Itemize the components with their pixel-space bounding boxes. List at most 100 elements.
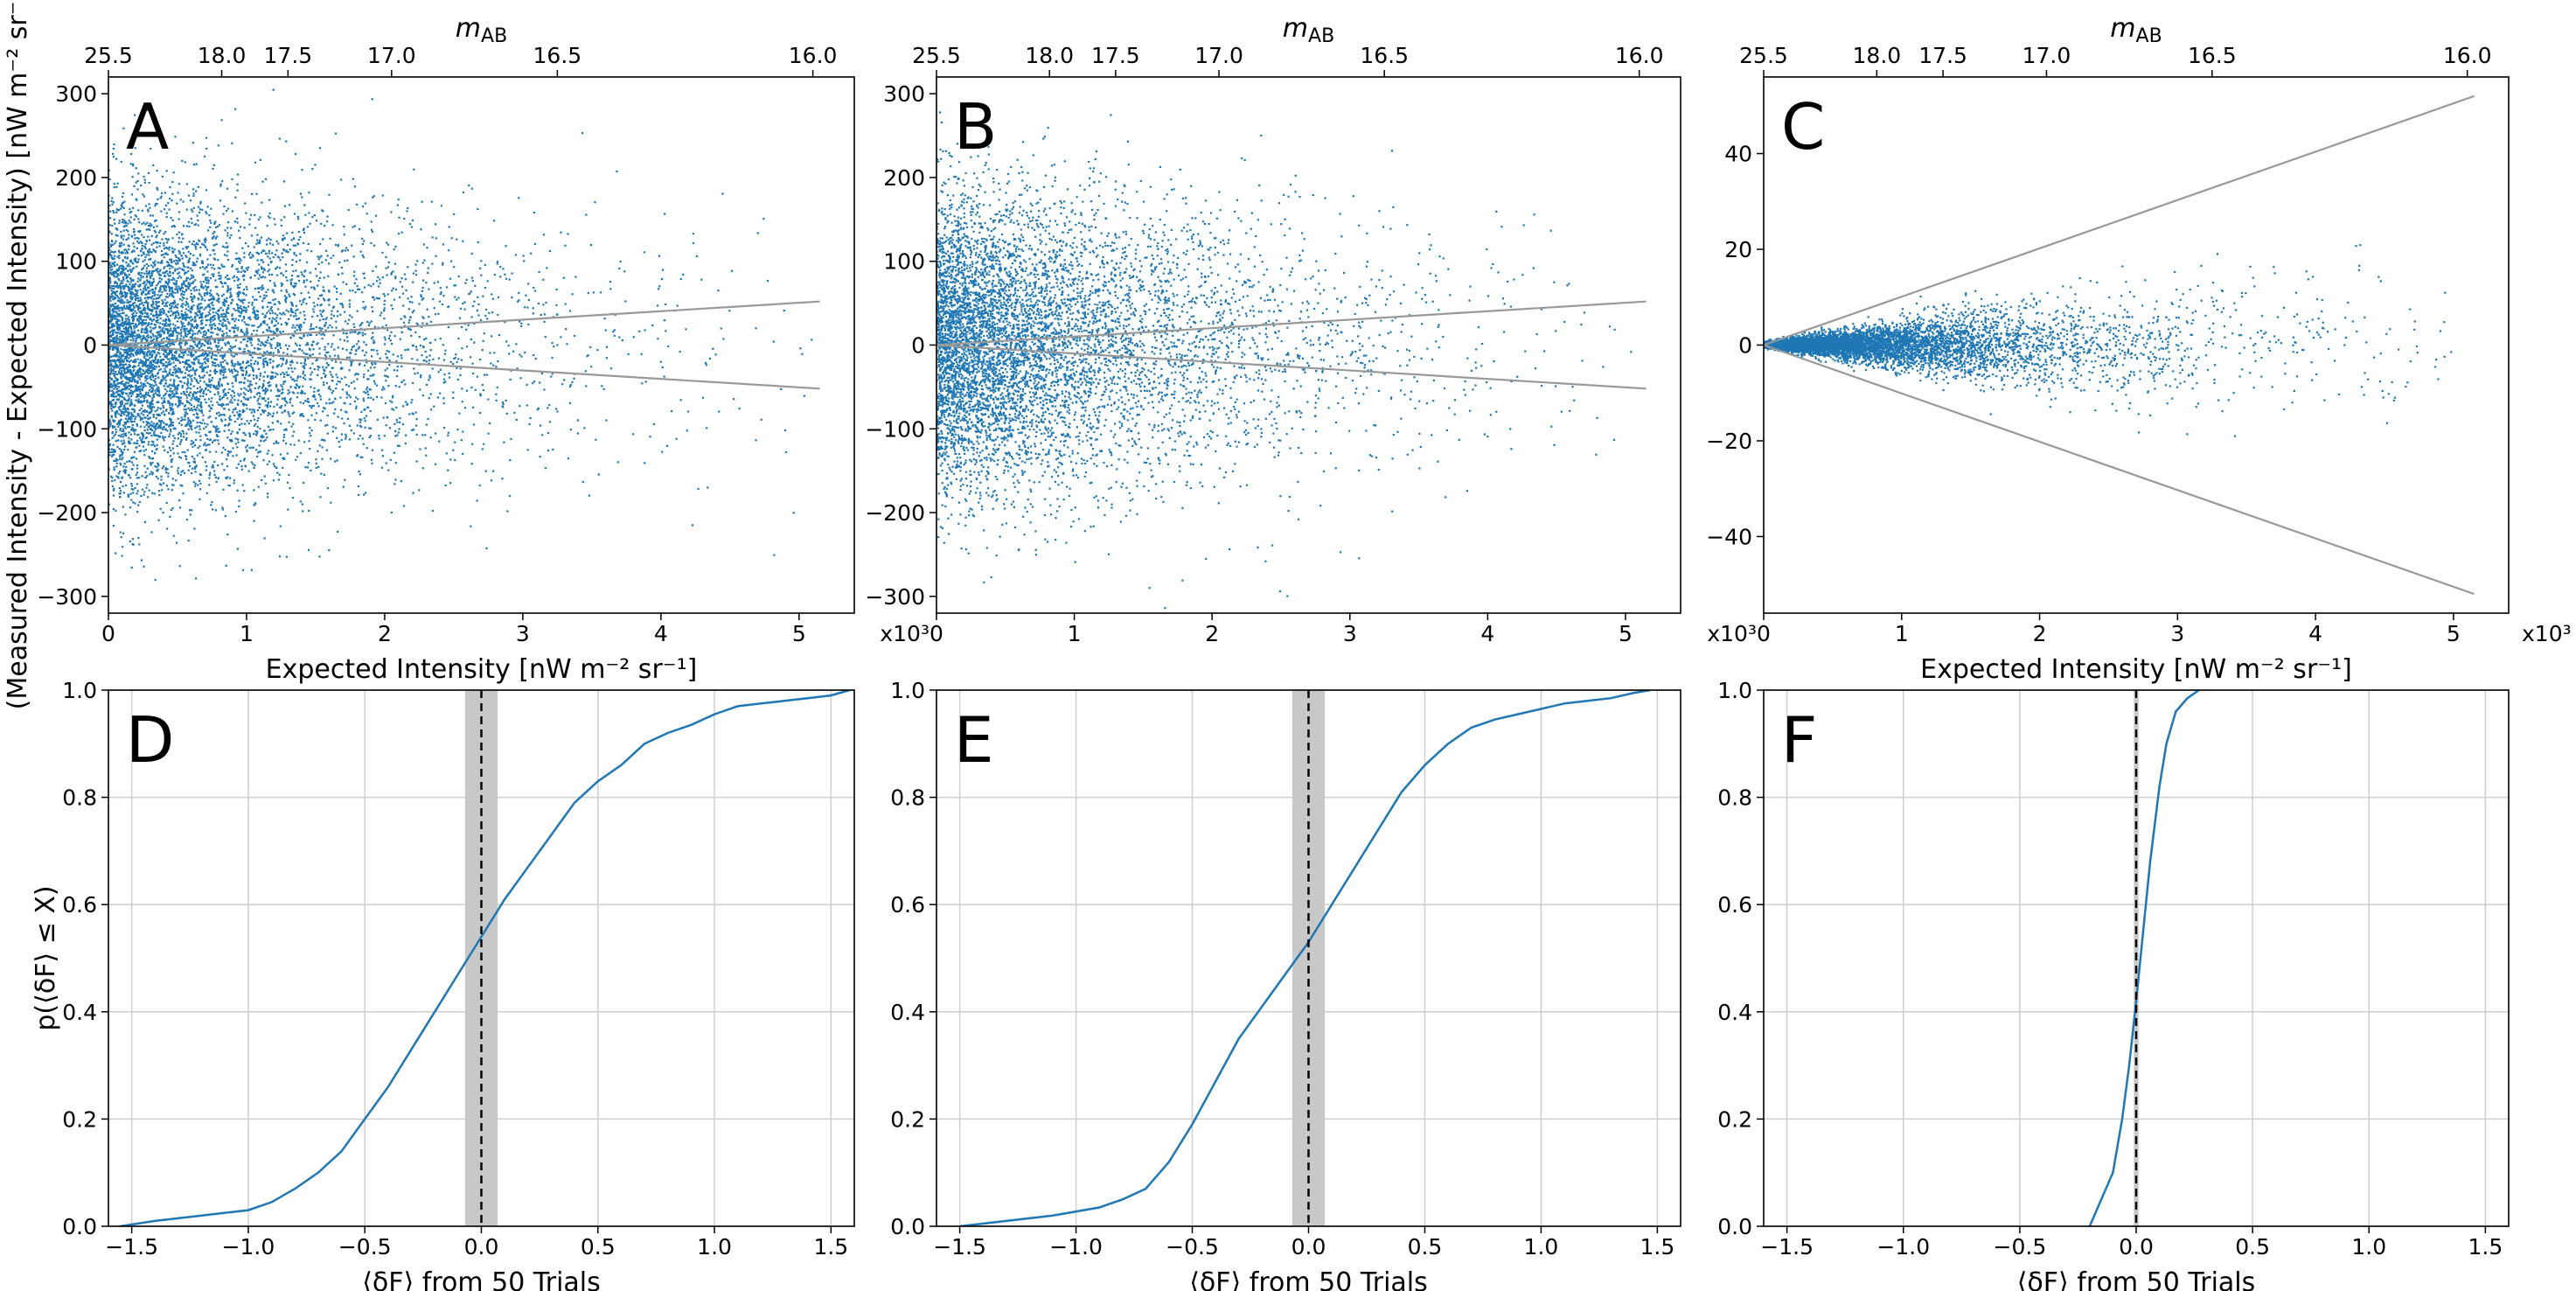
scatter-point — [302, 401, 305, 405]
scatter-point — [123, 411, 126, 414]
scatter-point — [196, 454, 198, 457]
scatter-point — [366, 213, 368, 215]
scatter-point — [331, 313, 333, 316]
scatter-point — [254, 316, 257, 318]
scatter-point — [213, 231, 216, 234]
scatter-point — [246, 450, 248, 453]
scatter-point — [222, 391, 225, 394]
scatter-point — [110, 386, 114, 388]
scatter-point — [156, 466, 158, 469]
scatter-point — [108, 178, 111, 181]
scatter-point — [177, 395, 179, 399]
scatter-point — [130, 211, 133, 213]
scatter-point — [243, 347, 246, 351]
scatter-point — [130, 417, 133, 420]
scatter-point — [168, 373, 171, 375]
scatter-point — [258, 253, 261, 255]
scatter-point — [372, 283, 375, 285]
scatter-point — [605, 345, 609, 348]
scatter-point — [372, 380, 376, 382]
scatter-point — [205, 239, 207, 241]
scatter-point — [324, 408, 326, 410]
scatter-point — [137, 329, 140, 331]
scatter-point — [326, 215, 329, 218]
scatter-point — [366, 386, 369, 388]
scatter-point — [206, 314, 209, 317]
scatter-point — [553, 345, 555, 348]
scatter-point — [153, 294, 156, 297]
scatter-point — [421, 394, 424, 397]
scatter-point — [460, 325, 463, 329]
scatter-point — [140, 417, 143, 420]
scatter-point — [118, 434, 121, 437]
scatter-point — [287, 508, 289, 511]
scatter-point — [187, 407, 190, 409]
scatter-point — [188, 509, 191, 512]
scatter-point — [187, 283, 190, 285]
scatter-point — [186, 381, 190, 384]
scatter-point — [183, 393, 186, 395]
scatter-point — [125, 283, 128, 286]
scatter-point — [226, 397, 229, 400]
scatter-point — [115, 311, 118, 313]
scatter-point — [452, 449, 455, 451]
scatter-point — [215, 450, 218, 453]
scatter-point — [349, 396, 352, 399]
scatter-point — [178, 183, 181, 185]
scatter-point — [143, 253, 145, 255]
scatter-point — [239, 290, 241, 294]
scatter-point — [130, 331, 133, 334]
scatter-point — [396, 204, 399, 206]
scatter-point — [111, 477, 114, 479]
scatter-point — [265, 387, 268, 390]
scatter-point — [257, 219, 260, 221]
scatter-point — [164, 397, 166, 400]
scatter-point — [123, 301, 126, 304]
scatter-point — [264, 276, 267, 279]
scatter-point — [109, 217, 112, 220]
scatter-point — [222, 446, 225, 449]
scatter-point — [219, 306, 222, 309]
scatter-point — [242, 289, 246, 291]
scatter-point — [149, 473, 151, 476]
scatter-point — [171, 266, 174, 269]
scatter-point — [289, 279, 292, 282]
scatter-point — [285, 371, 288, 373]
scatter-point — [191, 338, 194, 340]
scatter-point — [432, 358, 435, 360]
scatter-point — [142, 360, 144, 363]
scatter-point — [122, 311, 125, 314]
scatter-point — [232, 355, 234, 358]
scatter-point — [184, 376, 187, 379]
scatter-point — [178, 251, 181, 254]
scatter-point — [436, 281, 439, 283]
scatter-point — [193, 297, 196, 299]
scatter-point — [113, 339, 115, 342]
scatter-point — [122, 396, 124, 399]
scatter-point — [194, 482, 197, 485]
scatter-point — [150, 410, 153, 413]
scatter-point — [322, 210, 324, 213]
scatter-point — [343, 226, 345, 228]
scatter-point — [369, 427, 372, 429]
scatter-point — [267, 401, 270, 404]
scatter-point — [548, 404, 551, 407]
scatter-point — [536, 408, 539, 411]
scatter-point — [121, 555, 123, 557]
scatter-point — [147, 208, 150, 211]
scatter-point — [186, 353, 189, 356]
scatter-point — [202, 392, 205, 394]
scatter-point — [184, 342, 187, 345]
scatter-point — [149, 357, 151, 359]
scatter-point — [397, 233, 400, 235]
scatter-point — [168, 324, 171, 327]
scatter-point — [135, 385, 137, 387]
scatter-point — [138, 543, 141, 546]
scatter-point — [685, 328, 687, 331]
scatter-point — [171, 250, 174, 253]
scatter-point — [361, 206, 365, 208]
scatter-point — [442, 397, 445, 400]
scatter-point — [573, 377, 575, 380]
scatter-point — [114, 280, 116, 283]
scatter-point — [124, 352, 127, 354]
